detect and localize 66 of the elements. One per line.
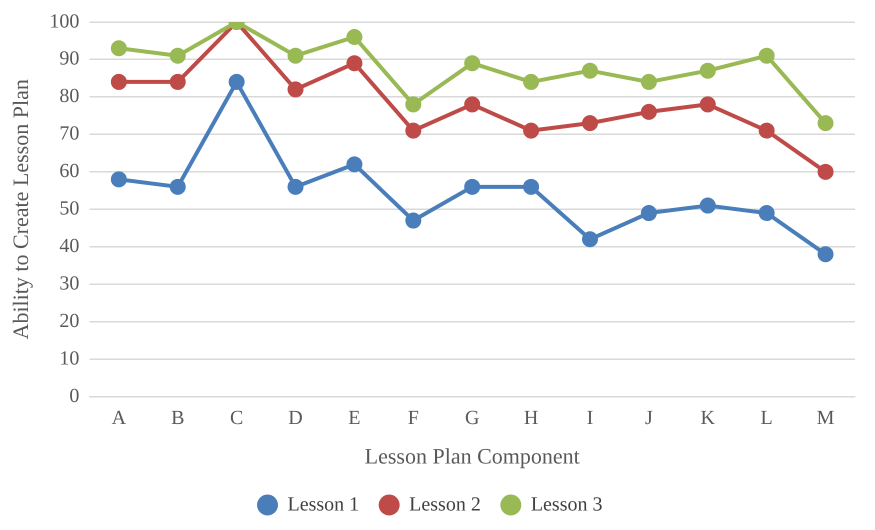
point <box>228 74 245 90</box>
y-tick-label: 100 <box>49 10 80 32</box>
point <box>758 205 775 222</box>
point <box>464 178 480 195</box>
y-tick-label: 70 <box>59 122 80 145</box>
point <box>758 122 775 139</box>
point <box>818 164 834 180</box>
y-tick-label: 90 <box>59 48 80 70</box>
x-tick-label: L <box>760 406 773 429</box>
x-axis-title: Lesson Plan Component <box>364 444 580 469</box>
point <box>700 62 716 79</box>
point <box>523 122 540 139</box>
point <box>464 55 480 72</box>
point <box>170 178 186 195</box>
x-tick-label: A <box>112 406 127 429</box>
point <box>640 205 657 222</box>
point <box>405 212 422 229</box>
point <box>640 104 657 120</box>
y-axis-title: Ability to Create Lesson Plan <box>8 79 33 340</box>
point <box>346 156 362 172</box>
point <box>523 74 540 90</box>
point <box>346 55 362 72</box>
x-tick-label: G <box>464 406 480 429</box>
x-tick-label: C <box>230 406 244 429</box>
point <box>170 74 186 90</box>
x-tick-label: H <box>524 406 538 429</box>
x-tick-label: F <box>408 406 419 429</box>
point <box>640 74 657 90</box>
y-tick-label: 10 <box>59 347 80 370</box>
point <box>582 231 598 248</box>
point <box>405 122 422 139</box>
y-tick-label: 20 <box>59 310 80 332</box>
legend-label: Lesson 2 <box>409 493 481 516</box>
point <box>758 48 775 64</box>
x-tick-label: D <box>288 406 303 429</box>
y-tick-label: 80 <box>59 85 80 108</box>
point <box>288 178 304 195</box>
point <box>523 178 540 195</box>
legend-label: Lesson 1 <box>288 493 360 516</box>
point <box>464 96 480 112</box>
point <box>288 81 304 98</box>
point <box>700 96 716 112</box>
point <box>110 171 127 188</box>
x-tick-label: K <box>700 406 716 429</box>
x-tick-label: B <box>171 406 184 429</box>
point <box>288 48 304 64</box>
point <box>110 40 127 56</box>
y-tick-label: 50 <box>59 198 80 220</box>
y-tick-label: 60 <box>59 160 80 182</box>
x-tick-label: J <box>644 406 653 429</box>
x-tick-label: I <box>586 406 594 429</box>
legend-label: Lesson 3 <box>530 493 602 516</box>
y-tick-label: 30 <box>59 272 80 294</box>
x-tick-label: M <box>816 406 835 429</box>
point <box>818 246 834 262</box>
point <box>818 115 834 132</box>
y-tick-label: 40 <box>59 235 80 258</box>
point <box>405 96 422 112</box>
point <box>582 62 598 79</box>
point <box>582 115 598 132</box>
point <box>346 28 362 45</box>
point <box>170 48 186 64</box>
point <box>700 198 716 214</box>
x-tick-label: E <box>348 406 361 429</box>
y-tick-label: 0 <box>69 384 80 407</box>
point <box>110 74 127 90</box>
